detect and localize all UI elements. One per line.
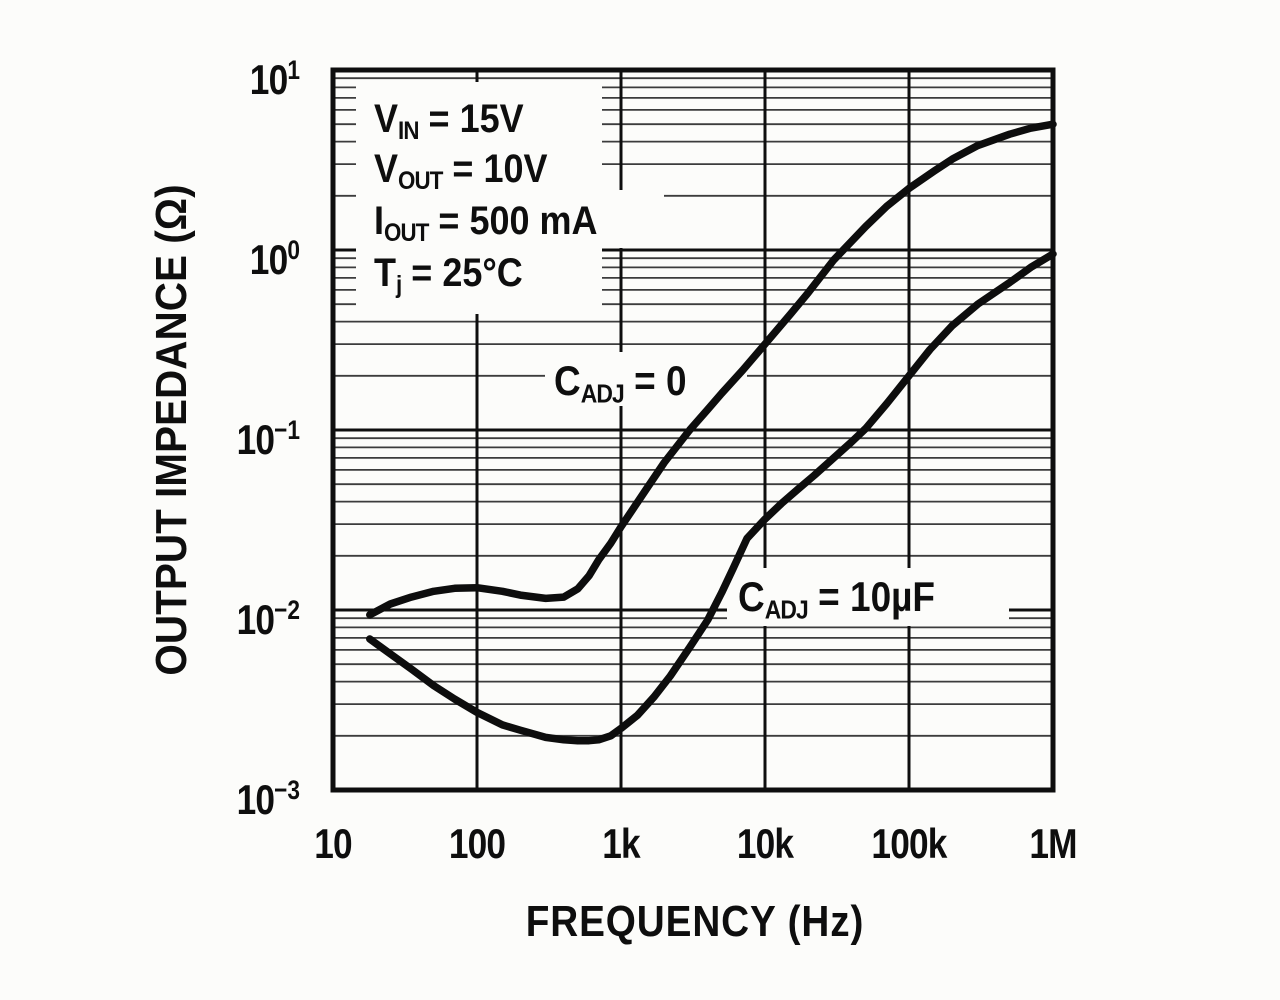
curve-label-patch: [545, 352, 747, 406]
plot-border: [330, 67, 1056, 793]
curve-label-patch: [727, 568, 1009, 626]
x-tick-label: 10: [314, 820, 352, 867]
x-tick-label: 1k: [602, 820, 640, 867]
y-tick-label: 10−1: [236, 415, 300, 463]
curve-label-cadj-0: CADJ = 0: [554, 357, 687, 409]
y-tick-label: 100: [249, 235, 300, 283]
curve-cadj-10uf: [366, 250, 1057, 745]
y-tick-label: 101: [249, 55, 300, 103]
x-axis-title: FREQUENCY (Hz): [525, 897, 865, 946]
condition-line: VOUT = 10V: [374, 147, 548, 195]
curve-cadj-0: [366, 120, 1057, 619]
conditions-patch: [356, 82, 602, 314]
condition-line: IOUT = 500 mA: [374, 199, 598, 247]
x-tick-label: 10k: [736, 820, 794, 867]
x-tick-label: 100: [448, 820, 506, 867]
y-tick-label: 10−2: [236, 595, 300, 643]
y-tick-label: 10−3: [236, 775, 300, 823]
curve-label-cadj-10uf: CADJ = 10µF: [738, 573, 935, 625]
condition-line: VIN = 15V: [374, 97, 524, 145]
x-tick-label: 1M: [1029, 820, 1077, 867]
x-tick-label: 100k: [871, 820, 947, 867]
conditions-patch: [598, 190, 664, 248]
condition-line: Tj = 25°C: [374, 251, 523, 299]
